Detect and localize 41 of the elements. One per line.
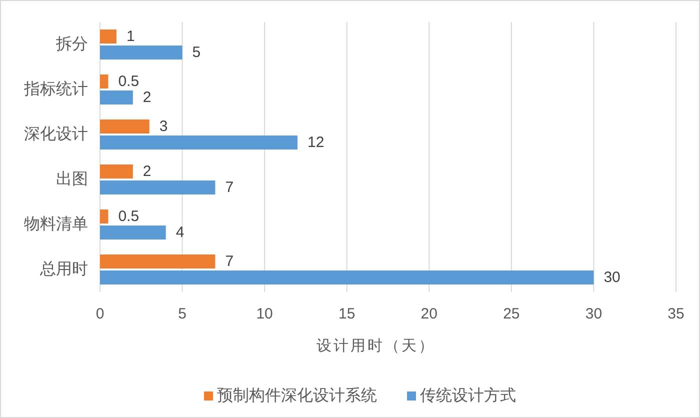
bar (100, 180, 216, 194)
bar (100, 30, 116, 44)
data-label: 12 (307, 134, 324, 151)
legend-label: 传统设计方式 (420, 386, 516, 404)
data-label: 2 (142, 163, 152, 180)
y-tick-label: 出图 (56, 170, 88, 188)
y-tick-label: 拆分 (55, 35, 88, 53)
x-tick-label: 35 (668, 306, 684, 322)
data-label: 1 (126, 28, 135, 45)
x-tick-label: 25 (503, 306, 520, 322)
data-label: 0.5 (118, 73, 140, 90)
data-label: 4 (176, 224, 184, 241)
y-tick-label: 物料清单 (24, 215, 88, 233)
bar (100, 226, 166, 240)
legend-label: 预制构件深化设计系统 (217, 386, 377, 404)
data-label: 5 (192, 44, 201, 61)
x-tick-label: 5 (178, 306, 186, 322)
data-label: 30 (604, 269, 620, 286)
data-label: 0.5 (118, 208, 140, 225)
bar (100, 46, 182, 60)
x-tick-label: 20 (420, 306, 438, 322)
x-tick-label: 0 (96, 306, 104, 322)
data-label: 3 (159, 118, 168, 135)
bar (100, 254, 216, 268)
x-axis-title: 设计用时（天） (316, 338, 436, 354)
bar (100, 136, 298, 150)
data-label: 2 (142, 89, 152, 106)
bar (100, 270, 594, 284)
bar (100, 210, 108, 224)
bar (100, 120, 150, 134)
bar (100, 164, 133, 178)
y-tick-label: 指标统计 (23, 80, 88, 98)
bar (100, 90, 133, 104)
data-label: 7 (225, 179, 234, 196)
y-tick-label: 深化设计 (24, 125, 88, 143)
y-tick-label: 总用时 (39, 260, 88, 278)
x-tick-label: 10 (256, 306, 273, 322)
x-tick-label: 15 (338, 306, 356, 322)
data-label: 7 (225, 253, 234, 270)
bar (100, 74, 108, 88)
x-tick-label: 30 (585, 306, 602, 322)
